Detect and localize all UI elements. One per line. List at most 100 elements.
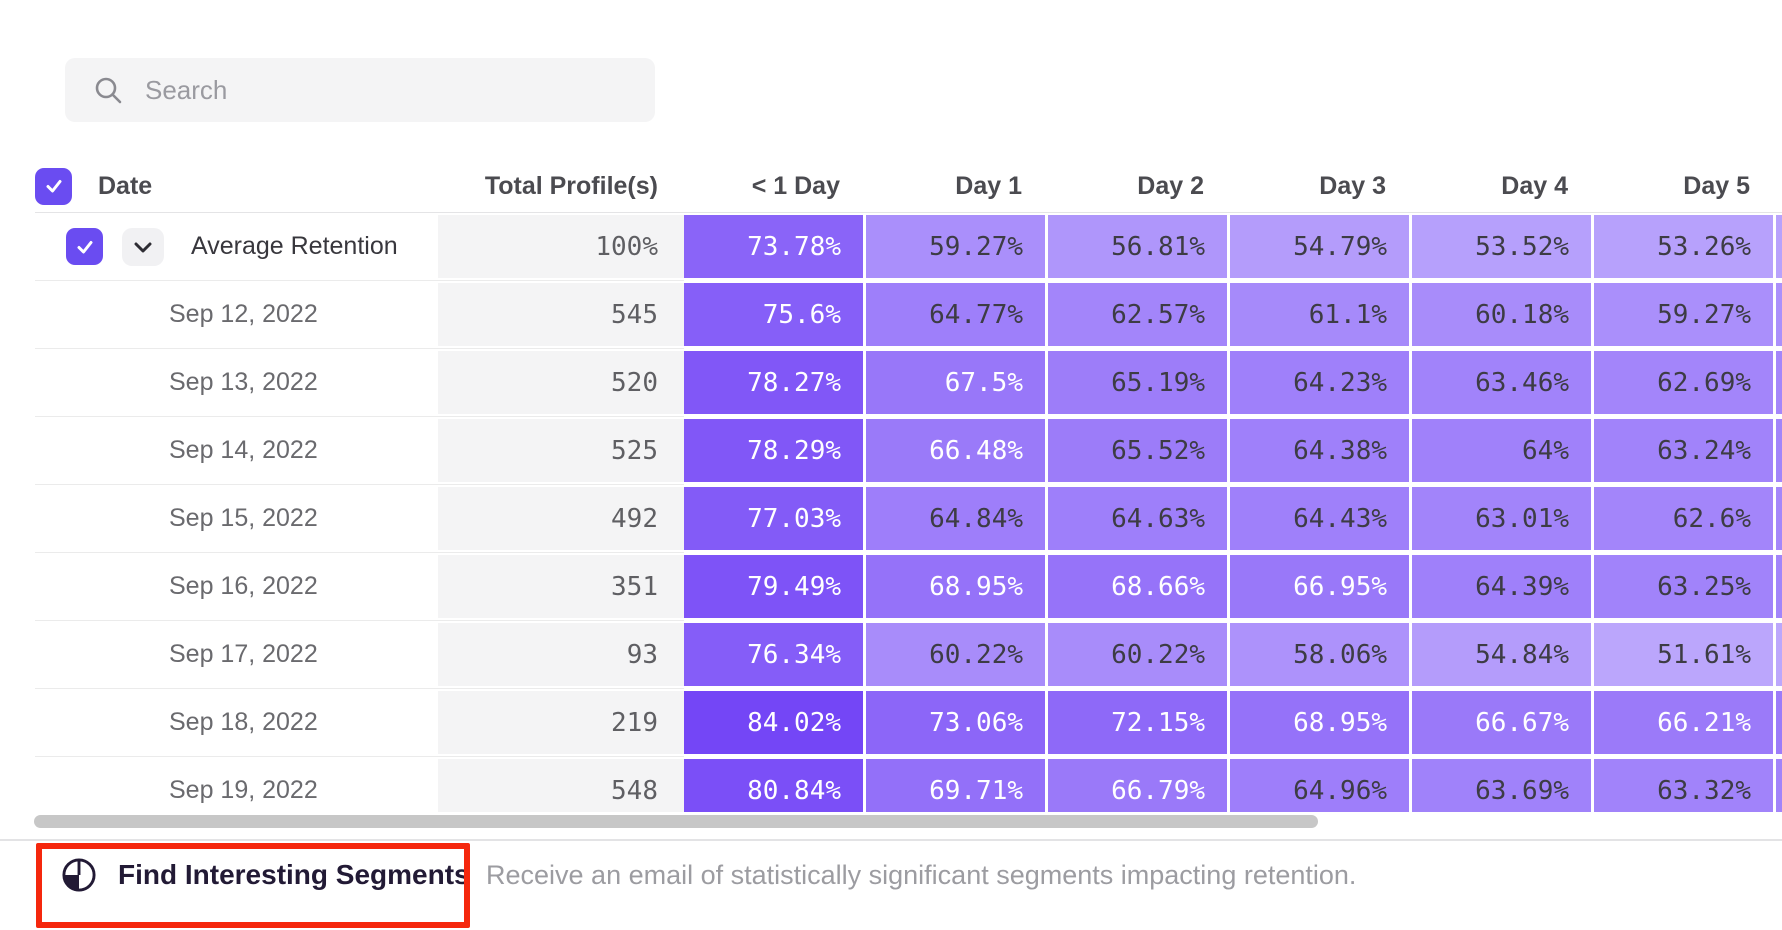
- retention-cell[interactable]: 65.52%: [1048, 419, 1227, 482]
- retention-cell[interactable]: 63.32%: [1594, 759, 1773, 812]
- total-profiles-cell: 93: [438, 623, 684, 686]
- find-interesting-segments-button[interactable]: Find Interesting Segments: [60, 856, 470, 894]
- retention-cell[interactable]: 60.22%: [1048, 623, 1227, 686]
- retention-cell-cutoff: [1776, 759, 1782, 812]
- retention-table-body: Average Retention 100% 73.78% 59.27% 56.81% 5…: [35, 215, 1782, 812]
- row-divider: [35, 688, 684, 689]
- retention-cell[interactable]: 79.49%: [684, 555, 863, 618]
- retention-cell[interactable]: 75.6%: [684, 283, 863, 346]
- retention-cell[interactable]: 61.1%: [1230, 283, 1409, 346]
- search-bar[interactable]: [65, 58, 655, 122]
- retention-cell[interactable]: 84.02%: [684, 691, 863, 754]
- retention-cell[interactable]: 64.43%: [1230, 487, 1409, 550]
- retention-cell[interactable]: 66.79%: [1048, 759, 1227, 812]
- total-profiles-cell: 525: [438, 419, 684, 482]
- retention-cell[interactable]: 66.21%: [1594, 691, 1773, 754]
- row-divider: [35, 620, 684, 621]
- column-header-day-1: Day 1: [955, 171, 1022, 200]
- row-label-cell: Sep 18, 2022: [35, 691, 438, 754]
- retention-cell[interactable]: 80.84%: [684, 759, 863, 812]
- date-label: Sep 18, 2022: [169, 708, 318, 736]
- row-divider: [35, 348, 684, 349]
- retention-cell[interactable]: 66.95%: [1230, 555, 1409, 618]
- search-icon: [95, 77, 122, 104]
- select-all-checkbox[interactable]: [35, 167, 72, 205]
- footer-description: Receive an email of statistically signif…: [486, 860, 1357, 890]
- retention-cell[interactable]: 66.48%: [866, 419, 1045, 482]
- row-label-cell: Sep 19, 2022: [35, 759, 438, 812]
- retention-cell-cutoff: [1776, 351, 1782, 414]
- date-label: Sep 14, 2022: [169, 436, 318, 464]
- retention-cell[interactable]: 59.27%: [1594, 283, 1773, 346]
- retention-cell[interactable]: 53.52%: [1412, 215, 1591, 278]
- row-divider: [35, 756, 684, 757]
- retention-cell[interactable]: 76.34%: [684, 623, 863, 686]
- date-label: Sep 19, 2022: [169, 776, 318, 804]
- retention-cell[interactable]: 65.19%: [1048, 351, 1227, 414]
- retention-cell[interactable]: 64.84%: [866, 487, 1045, 550]
- retention-cell[interactable]: 62.69%: [1594, 351, 1773, 414]
- retention-cell[interactable]: 68.66%: [1048, 555, 1227, 618]
- retention-cell[interactable]: 59.27%: [866, 215, 1045, 278]
- retention-cell[interactable]: 64.96%: [1230, 759, 1409, 812]
- retention-cell[interactable]: 51.61%: [1594, 623, 1773, 686]
- retention-cell[interactable]: 72.15%: [1048, 691, 1227, 754]
- table-header: Date Total Profile(s) < 1 Day Day 1 Day 2 D…: [35, 160, 1782, 212]
- retention-cell[interactable]: 68.95%: [1230, 691, 1409, 754]
- date-column-header: Date: [98, 171, 153, 200]
- row-divider: [35, 484, 684, 485]
- total-profiles-cell: 100%: [438, 215, 684, 278]
- retention-cell[interactable]: 63.01%: [1412, 487, 1591, 550]
- retention-cell[interactable]: 66.67%: [1412, 691, 1591, 754]
- segment-icon: [62, 858, 96, 892]
- retention-cell[interactable]: 68.95%: [866, 555, 1045, 618]
- retention-cell[interactable]: 63.24%: [1594, 419, 1773, 482]
- retention-cell[interactable]: 60.18%: [1412, 283, 1591, 346]
- retention-cell[interactable]: 64.63%: [1048, 487, 1227, 550]
- retention-cell[interactable]: 77.03%: [684, 487, 863, 550]
- retention-cell[interactable]: 63.46%: [1412, 351, 1591, 414]
- date-label: Sep 16, 2022: [169, 572, 318, 600]
- retention-cell[interactable]: 54.79%: [1230, 215, 1409, 278]
- find-interesting-segments-label: Find Interesting Segments: [118, 859, 470, 890]
- row-label-cell: Sep 14, 2022: [35, 419, 438, 482]
- retention-cell[interactable]: 64.38%: [1230, 419, 1409, 482]
- retention-cell[interactable]: 58.06%: [1230, 623, 1409, 686]
- retention-cell[interactable]: 73.78%: [684, 215, 863, 278]
- retention-cell[interactable]: 64.39%: [1412, 555, 1591, 618]
- average-retention-label: Average Retention: [191, 232, 398, 260]
- search-input[interactable]: [145, 74, 655, 106]
- table-row: Sep 15, 2022 492 77.03% 64.84% 64.63% 64.43% 6…: [35, 487, 1782, 553]
- row-checkbox[interactable]: [66, 228, 103, 265]
- column-header-day-3: Day 3: [1319, 171, 1386, 200]
- column-header--1-day: < 1 Day: [751, 171, 840, 200]
- date-label: Sep 17, 2022: [169, 640, 318, 668]
- retention-cell-cutoff: [1776, 555, 1782, 618]
- retention-cell[interactable]: 64.23%: [1230, 351, 1409, 414]
- retention-cell[interactable]: 53.26%: [1594, 215, 1773, 278]
- retention-cell[interactable]: 69.71%: [866, 759, 1045, 812]
- retention-cell-cutoff: [1776, 691, 1782, 754]
- retention-cell[interactable]: 63.25%: [1594, 555, 1773, 618]
- retention-cell[interactable]: 73.06%: [866, 691, 1045, 754]
- retention-cell[interactable]: 64.77%: [866, 283, 1045, 346]
- table-row: Sep 14, 2022 525 78.29% 66.48% 65.52% 64.38% 6…: [35, 419, 1782, 485]
- retention-cell[interactable]: 54.84%: [1412, 623, 1591, 686]
- retention-cell[interactable]: 56.81%: [1048, 215, 1227, 278]
- retention-cell-cutoff: [1776, 487, 1782, 550]
- row-label-cell: Sep 16, 2022: [35, 555, 438, 618]
- retention-cell[interactable]: 67.5%: [866, 351, 1045, 414]
- retention-cell[interactable]: 62.57%: [1048, 283, 1227, 346]
- retention-cell[interactable]: 62.6%: [1594, 487, 1773, 550]
- retention-cell[interactable]: 63.69%: [1412, 759, 1591, 812]
- column-header-day-4: Day 4: [1501, 171, 1568, 200]
- horizontal-scrollbar[interactable]: [34, 815, 1318, 828]
- retention-cell[interactable]: 60.22%: [866, 623, 1045, 686]
- retention-cell[interactable]: 78.27%: [684, 351, 863, 414]
- total-profiles-cell: 520: [438, 351, 684, 414]
- expand-collapse-button[interactable]: [122, 227, 164, 266]
- retention-cell[interactable]: 78.29%: [684, 419, 863, 482]
- retention-cell-cutoff: [1776, 623, 1782, 686]
- retention-cell[interactable]: 64%: [1412, 419, 1591, 482]
- table-row: Sep 17, 2022 93 76.34% 60.22% 60.22% 58.06% 54…: [35, 623, 1782, 689]
